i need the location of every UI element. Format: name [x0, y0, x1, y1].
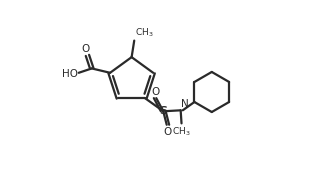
- Text: O: O: [81, 44, 89, 54]
- Text: N: N: [181, 99, 189, 109]
- Text: HO: HO: [62, 69, 78, 79]
- Text: O: O: [163, 127, 172, 136]
- Text: CH$_3$: CH$_3$: [135, 27, 154, 39]
- Text: O: O: [151, 87, 160, 97]
- Text: CH$_3$: CH$_3$: [172, 125, 191, 138]
- Text: S: S: [159, 106, 167, 116]
